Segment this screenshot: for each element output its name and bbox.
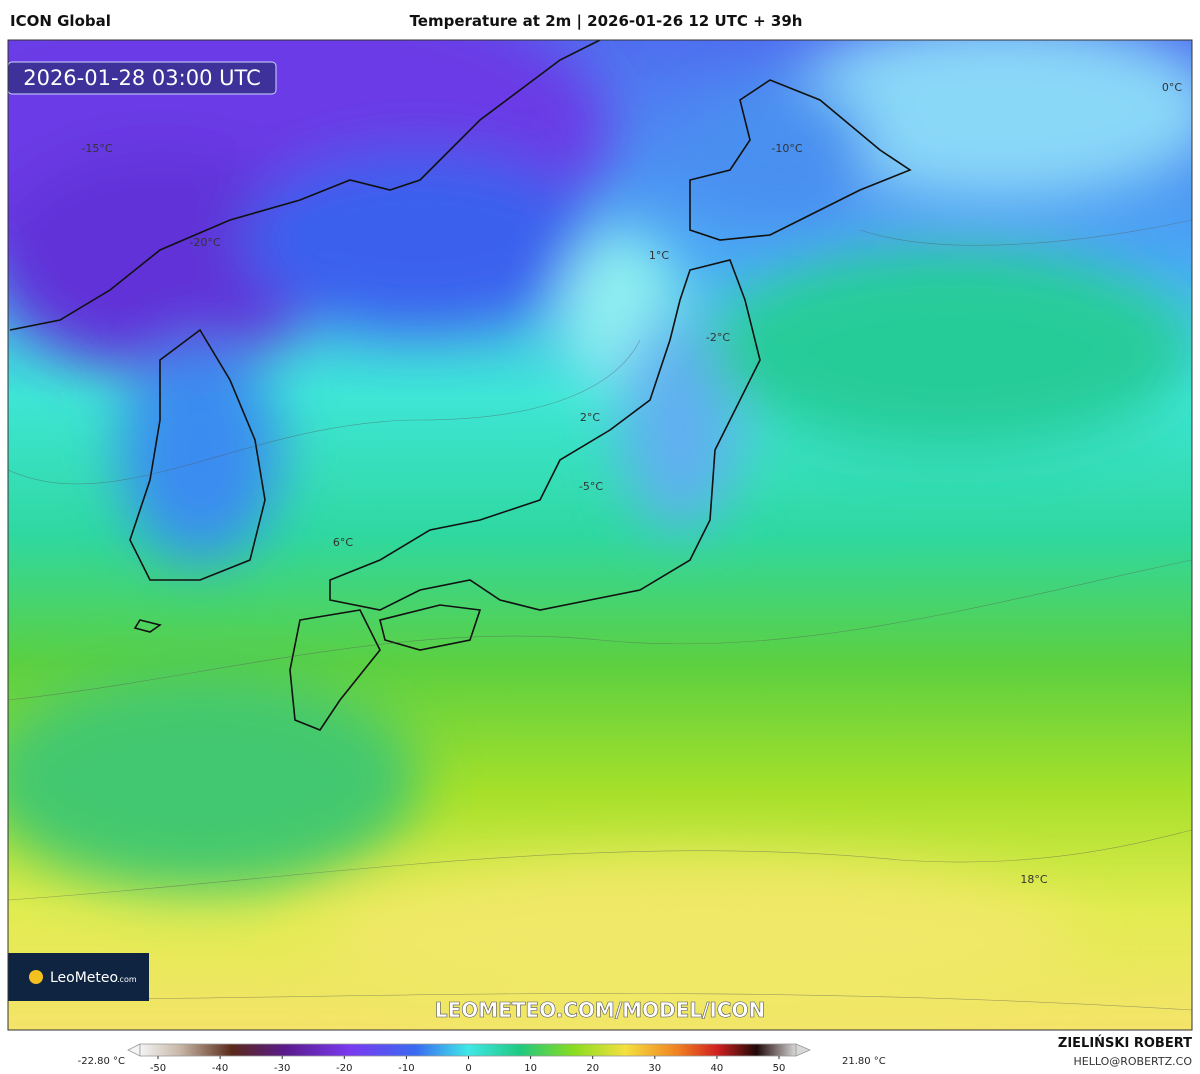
colorbar-tick-label: -10 bbox=[398, 1063, 414, 1074]
colorbar-tick-label: 40 bbox=[711, 1063, 724, 1074]
colorbar-tick-label: -30 bbox=[274, 1063, 290, 1074]
map: -15°C -20°C -10°C 0°C 1°C -2°C 2°C -5°C … bbox=[8, 40, 1192, 1030]
colorbar-max: 21.80 °C bbox=[842, 1056, 886, 1067]
colorbar bbox=[139, 1043, 797, 1057]
colorbar-arrow-right bbox=[795, 1043, 812, 1057]
map-labels: -15°C -20°C -10°C 0°C 1°C -2°C 2°C -5°C … bbox=[81, 81, 1182, 886]
map-frame bbox=[7, 39, 1193, 1031]
temp-label: -2°C bbox=[706, 331, 730, 344]
map-title: Temperature at 2m | 2026-01-26 12 UTC + … bbox=[410, 12, 803, 31]
colorbar-min: -22.80 °C bbox=[78, 1056, 125, 1067]
valid-time: 2026-01-28 03:00 UTC bbox=[23, 66, 261, 90]
logo-suffix: .com bbox=[117, 975, 137, 984]
temp-label: -10°C bbox=[771, 142, 802, 155]
temp-label: 6°C bbox=[333, 536, 353, 549]
isotherms bbox=[8, 219, 1192, 1011]
colorbar-tick-label: 50 bbox=[773, 1063, 786, 1074]
colorbar-ticks: -50 -40 -30 -20 -10 0 10 20 30 40 50 bbox=[150, 1056, 786, 1074]
logo-name: LeoMeteo bbox=[50, 970, 118, 986]
temp-label: 2°C bbox=[580, 411, 600, 424]
colorbar-tick-label: -50 bbox=[150, 1063, 166, 1074]
colorbar-arrow-left bbox=[127, 1043, 141, 1057]
colorbar-tick-label: 0 bbox=[465, 1063, 471, 1074]
temp-label: 18°C bbox=[1020, 873, 1047, 886]
colorbar-tick-label: 10 bbox=[524, 1063, 537, 1074]
temp-label: -5°C bbox=[579, 480, 603, 493]
watermark: LEOMETEO.COM/MODEL/ICON bbox=[435, 998, 765, 1022]
temp-label: 1°C bbox=[649, 249, 669, 262]
temp-label: 0°C bbox=[1162, 81, 1182, 94]
email: HELLO@ROBERTZ.CO bbox=[1074, 1055, 1193, 1068]
author: ZIELIŃSKI ROBERT bbox=[1058, 1035, 1192, 1051]
colorbar-tick-label: -40 bbox=[212, 1063, 228, 1074]
model-name: ICON Global bbox=[10, 12, 111, 30]
temp-label: -15°C bbox=[81, 142, 112, 155]
temp-label: -20°C bbox=[189, 236, 220, 249]
colorbar-tick-label: 20 bbox=[586, 1063, 599, 1074]
logo-sun bbox=[29, 970, 43, 984]
colorbar-tick-label: -20 bbox=[336, 1063, 352, 1074]
colorbar-tick-label: 30 bbox=[648, 1063, 661, 1074]
valid-time-box bbox=[8, 61, 277, 95]
coastlines bbox=[9, 40, 912, 731]
